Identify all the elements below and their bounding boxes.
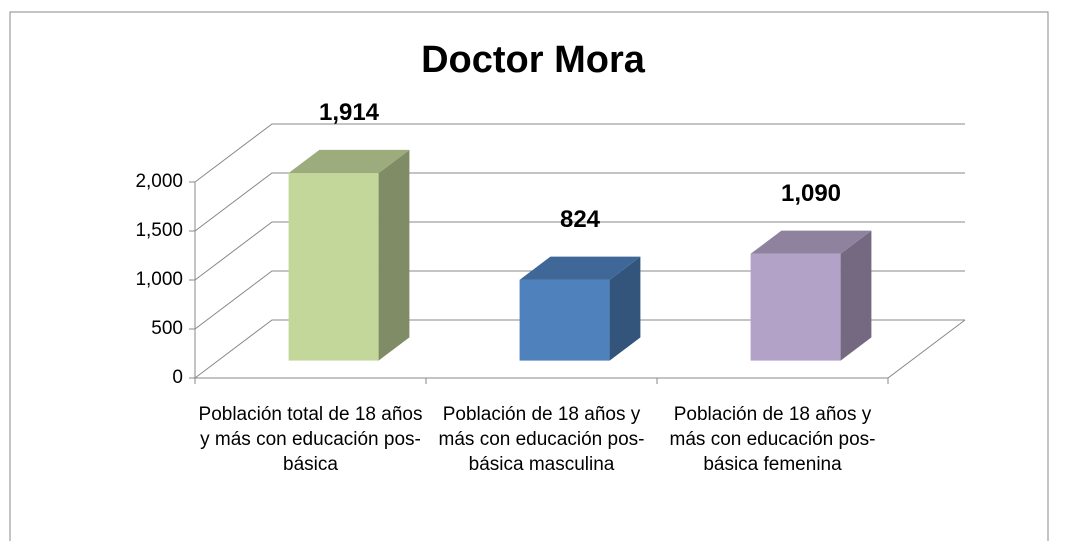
- y-tick-label: 2,000: [135, 171, 183, 192]
- grid-line: [194, 319, 965, 379]
- bar: [519, 279, 610, 361]
- y-tick-label: 500: [151, 318, 183, 339]
- bar-side: [840, 230, 872, 361]
- data-label: 824: [560, 206, 601, 233]
- data-label: 1,090: [781, 180, 841, 207]
- grid-line: [194, 221, 965, 281]
- bar-top: [750, 230, 872, 254]
- data-label: 1,914: [319, 99, 380, 126]
- x-tick-label: Población de 18 años y más con educación…: [669, 404, 876, 475]
- bar: [750, 253, 841, 361]
- bar-side: [609, 256, 641, 361]
- bar: [288, 173, 379, 361]
- bar-side: [378, 149, 410, 361]
- y-tick-label: 1,000: [135, 269, 183, 290]
- chart-border: [9, 11, 1049, 541]
- x-tick-label: Población total de 18 años y más con edu…: [198, 404, 423, 475]
- grid-line: [194, 123, 965, 183]
- grid-line: [194, 270, 965, 330]
- y-tick-label: 0: [172, 367, 183, 388]
- grid-line: [194, 172, 965, 232]
- bar-top: [519, 256, 641, 280]
- x-tick-label: Población de 18 años y más con educación…: [438, 404, 645, 475]
- chart-title: Doctor Mora: [421, 39, 646, 81]
- bar-top: [288, 149, 410, 174]
- floor-edge: [887, 319, 966, 379]
- y-tick-label: 1,500: [135, 220, 183, 241]
